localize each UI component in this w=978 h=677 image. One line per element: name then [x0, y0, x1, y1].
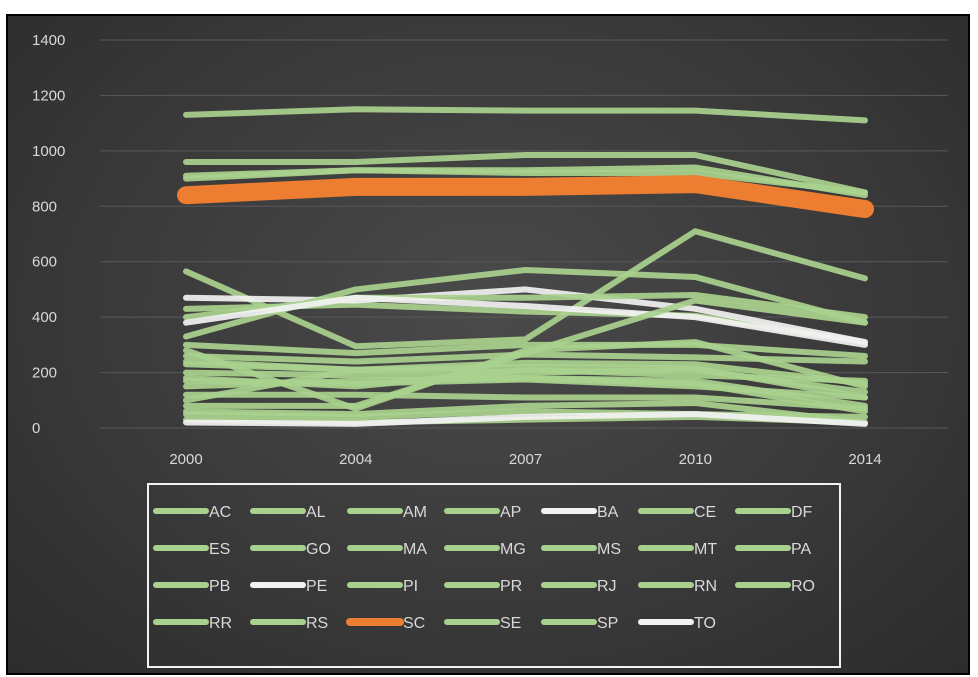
legend-label-ma: MA: [403, 541, 427, 558]
series-line-am: [183, 228, 868, 350]
y-tick-label-600: 600: [32, 254, 57, 271]
legend-label-df: DF: [791, 504, 813, 521]
y-tick-label-1400: 1400: [32, 32, 65, 49]
legend-label-rn: RN: [694, 578, 717, 595]
x-tick-label-2010: 2010: [679, 451, 712, 468]
y-tick-label-0: 0: [32, 420, 40, 437]
legend-label-es: ES: [209, 541, 230, 558]
legend-label-mg: MG: [500, 541, 526, 558]
legend-label-to: TO: [694, 615, 716, 632]
legend-label-sp: SP: [597, 615, 618, 632]
legend-label-ap: AP: [500, 504, 521, 521]
legend: AC AL AM AP BA CE DF ES GO MA MG MS MT PA PB PE PI PR RJ RN…: [147, 483, 841, 668]
series-lines: [177, 106, 874, 427]
series-line-sc: [177, 175, 874, 219]
legend-label-al: AL: [306, 504, 326, 521]
y-tick-label-1000: 1000: [32, 143, 65, 160]
series-line-rn: [183, 391, 868, 412]
legend-label-ba: BA: [597, 504, 619, 521]
legend-label-pb: PB: [209, 578, 230, 595]
legend-label-rs: RS: [306, 615, 328, 632]
legend-label-pi: PI: [403, 578, 418, 595]
legend-box: [147, 483, 841, 668]
legend-label-ac: AC: [209, 504, 231, 521]
legend-label-pe: PE: [306, 578, 327, 595]
x-tick-label-2014: 2014: [848, 451, 881, 468]
series-line-ce: [183, 341, 868, 359]
series-line-to: [183, 411, 868, 427]
legend-label-pa: PA: [791, 541, 811, 558]
x-tick-label-2007: 2007: [509, 451, 542, 468]
legend-label-mt: MT: [694, 541, 717, 558]
y-tick-label-1200: 1200: [32, 87, 65, 104]
y-tick-label-400: 400: [32, 309, 57, 326]
y-tick-label-800: 800: [32, 198, 57, 215]
legend-label-pr: PR: [500, 578, 522, 595]
legend-label-ce: CE: [694, 504, 716, 521]
x-tick-label-2000: 2000: [169, 451, 202, 468]
legend-label-rr: RR: [209, 615, 232, 632]
series-line-ba: [183, 286, 868, 346]
legend-label-ro: RO: [791, 578, 815, 595]
x-tick-label-2004: 2004: [339, 451, 372, 468]
series-line-sp: [183, 167, 868, 196]
series-line-pe: [183, 294, 868, 348]
legend-label-se: SE: [500, 615, 521, 632]
legend-label-ms: MS: [597, 541, 621, 558]
y-tick-label-200: 200: [32, 365, 57, 382]
series-line-se: [183, 376, 868, 401]
x-axis-ticks: 2000 2004 2007 2010 2014: [169, 451, 881, 468]
series-line-pi: [183, 297, 868, 409]
series-line-ac: [183, 152, 868, 196]
legend-label-am: AM: [403, 504, 427, 521]
series-line-df: [183, 106, 868, 124]
y-axis-ticks: 0 200 400 600 800 1000 1200 1400: [32, 32, 65, 437]
legend-label-go: GO: [306, 541, 331, 558]
legend-label-rj: RJ: [597, 578, 617, 595]
legend-label-sc: SC: [403, 615, 425, 632]
chart-area: 0 200 400 600 800 1000 1200 1400 2000 2004 2007 20…: [6, 14, 970, 675]
